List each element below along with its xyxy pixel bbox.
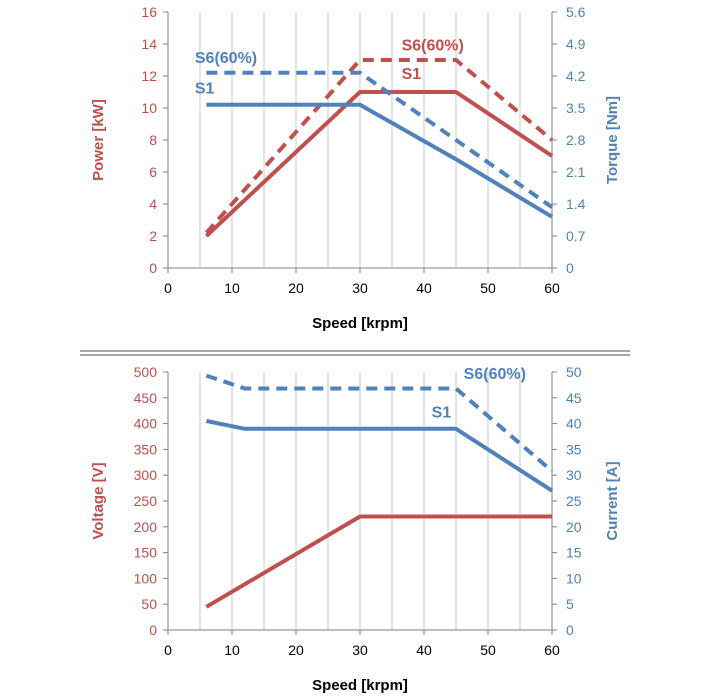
current-s6-line xyxy=(205,373,554,473)
y-tick-label: 8 xyxy=(149,132,157,148)
y-tick-label: 12 xyxy=(141,68,157,84)
y2-axis-title: Current [A] xyxy=(604,461,621,540)
y2-tick-label: 0.7 xyxy=(566,228,586,244)
y-tick-label: 2 xyxy=(149,228,157,244)
y2-tick-label: 10 xyxy=(566,570,582,586)
series-label: S1 xyxy=(402,66,422,83)
chart-2: 0501001502002503003504004505000510152025… xyxy=(90,364,621,694)
y-tick-label: 0 xyxy=(149,260,157,276)
y2-tick-label: 45 xyxy=(566,390,582,406)
series-label: S6(60%) xyxy=(195,50,257,67)
x-axis-title: Speed [krpm] xyxy=(312,315,408,332)
y2-tick-label: 3.5 xyxy=(566,100,586,116)
y-tick-label: 350 xyxy=(134,441,158,457)
x-tick-label: 0 xyxy=(164,642,172,658)
power-s6-line xyxy=(204,58,554,235)
series-label: S1 xyxy=(432,404,452,421)
y-tick-label: 400 xyxy=(134,416,158,432)
x-tick-label: 20 xyxy=(288,642,304,658)
y2-axis-title: Torque [Nm] xyxy=(604,96,621,184)
y2-tick-label: 35 xyxy=(566,441,582,457)
x-tick-label: 10 xyxy=(224,280,240,296)
y2-tick-label: 0 xyxy=(566,260,574,276)
torque-s6-line xyxy=(206,70,554,209)
y2-tick-label: 4.2 xyxy=(566,68,586,84)
y-tick-label: 100 xyxy=(134,570,158,586)
torque-s1-line xyxy=(206,102,554,219)
y-tick-label: 150 xyxy=(134,545,158,561)
y-tick-label: 50 xyxy=(141,596,157,612)
x-tick-label: 0 xyxy=(164,280,172,296)
x-tick-label: 10 xyxy=(224,642,240,658)
x-tick-label: 50 xyxy=(480,280,496,296)
y-tick-label: 500 xyxy=(134,364,158,380)
x-tick-label: 20 xyxy=(288,280,304,296)
x-tick-label: 40 xyxy=(416,280,432,296)
y2-tick-label: 50 xyxy=(566,364,582,380)
y2-tick-label: 25 xyxy=(566,493,582,509)
y-axis-title: Power [kW] xyxy=(90,99,107,181)
y2-tick-label: 40 xyxy=(566,416,582,432)
y2-tick-label: 2.1 xyxy=(566,164,586,180)
voltage-s1-line xyxy=(205,514,552,609)
y2-tick-label: 2.8 xyxy=(566,132,586,148)
x-tick-label: 30 xyxy=(352,280,368,296)
x-tick-label: 30 xyxy=(352,642,368,658)
power-s1-line xyxy=(205,90,554,238)
chart-1: 0 2 4 6 8 10 12 14 16 0 0.7 1.4 2.1 2.8 3.5 4.2 4.9 5.6 0 1… xyxy=(90,4,621,332)
y-tick-label: 4 xyxy=(149,196,157,212)
y2-tick-label: 20 xyxy=(566,519,582,535)
y-tick-label: 300 xyxy=(134,467,158,483)
series-label: S1 xyxy=(195,81,215,98)
y2-tick-label: 4.9 xyxy=(566,36,586,52)
y-tick-label: 250 xyxy=(134,493,158,509)
x-tick-label: 50 xyxy=(480,642,496,658)
x-tick-label: 60 xyxy=(544,280,560,296)
y-tick-label: 16 xyxy=(141,4,157,20)
x-tick-label: 60 xyxy=(544,642,560,658)
y-tick-label: 14 xyxy=(141,36,157,52)
y-axis-title: Voltage [V] xyxy=(90,462,107,539)
y-tick-label: 10 xyxy=(141,100,157,116)
y-tick-label: 0 xyxy=(149,622,157,638)
y-tick-label: 450 xyxy=(134,390,158,406)
y2-tick-label: 1.4 xyxy=(566,196,586,212)
x-axis-title: Speed [krpm] xyxy=(312,677,408,694)
y2-tick-label: 5 xyxy=(566,596,574,612)
y2-tick-label: 5.6 xyxy=(566,4,586,20)
y2-tick-label: 0 xyxy=(566,622,574,638)
series-label: S6(60%) xyxy=(402,37,464,54)
y2-tick-label: 15 xyxy=(566,545,582,561)
current-s1-line xyxy=(206,419,554,493)
series-label: S6(60%) xyxy=(464,366,526,383)
x-tick-label: 40 xyxy=(416,642,432,658)
y-tick-label: 200 xyxy=(134,519,158,535)
y2-tick-label: 30 xyxy=(566,467,582,483)
y-tick-label: 6 xyxy=(149,164,157,180)
